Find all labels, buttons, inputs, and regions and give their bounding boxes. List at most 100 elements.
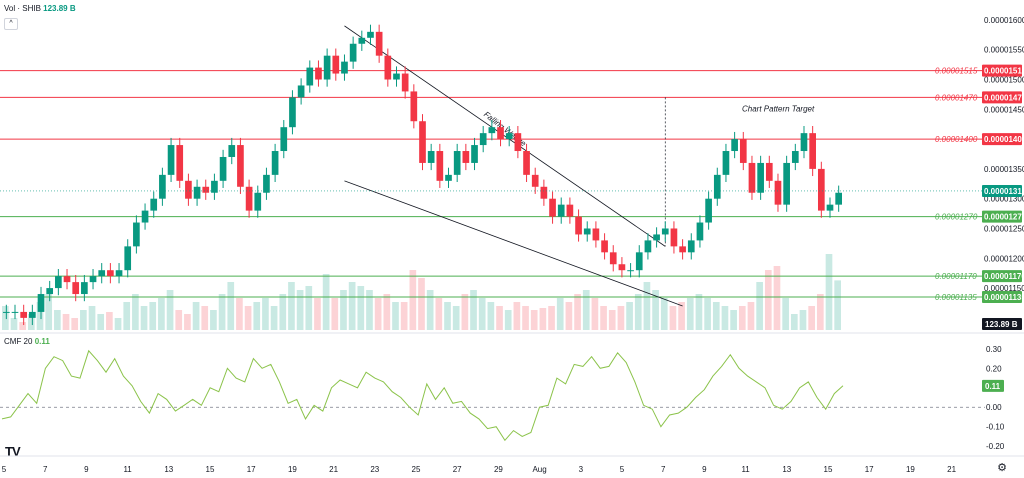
volume-bar xyxy=(790,314,798,330)
volume-bar xyxy=(296,290,304,330)
candle-body xyxy=(211,180,218,193)
volume-bar xyxy=(383,294,391,330)
settings-gear-icon[interactable]: ⚙ xyxy=(997,462,1007,474)
price-tick-label: 0.00001300 xyxy=(984,195,1024,204)
candle-body xyxy=(635,252,643,271)
volume-bar xyxy=(825,254,833,330)
candle-body xyxy=(505,133,513,140)
cmf-tick-label: -0.20 xyxy=(986,442,1005,451)
volume-bar xyxy=(314,298,321,330)
volume-bar xyxy=(539,308,547,330)
candle-body xyxy=(315,67,322,80)
candle-body xyxy=(401,73,409,92)
candle-body xyxy=(826,204,834,211)
candle-body xyxy=(419,121,426,163)
candle-body xyxy=(540,186,548,199)
volume-bar xyxy=(470,290,477,330)
volume-bar xyxy=(565,302,573,330)
candle-body xyxy=(150,198,158,211)
candle-body xyxy=(445,174,452,181)
time-tick-label: 23 xyxy=(370,465,379,474)
candle-body xyxy=(427,151,435,163)
volume-bar xyxy=(617,306,625,330)
candle-body xyxy=(133,222,140,247)
volume-bar xyxy=(444,302,451,330)
volume-bar xyxy=(374,298,382,330)
volume-bar xyxy=(80,310,87,330)
candle-body xyxy=(37,294,45,312)
level-label: 0.00001400 xyxy=(935,135,978,144)
volume-bar xyxy=(322,274,330,330)
volume-bar xyxy=(808,306,815,330)
volume-bar xyxy=(366,290,373,330)
candle-body xyxy=(349,43,357,62)
candle-body xyxy=(809,133,816,169)
candle-body xyxy=(55,276,62,289)
candle-body xyxy=(627,270,634,272)
candle-body xyxy=(306,67,314,86)
candle-body xyxy=(791,151,799,163)
candle-body xyxy=(609,252,617,265)
volume-bar xyxy=(435,298,443,330)
price-tick-label: 0.00001550 xyxy=(984,46,1024,55)
collapse-button[interactable]: ^ xyxy=(4,18,18,30)
time-tick-label: 19 xyxy=(288,465,297,474)
candle-body xyxy=(410,91,418,122)
candle-body xyxy=(531,174,539,187)
candle-body xyxy=(11,311,19,313)
price-tick-label: 0.00001150 xyxy=(984,284,1024,293)
volume-bar xyxy=(600,306,607,330)
volume-bar xyxy=(392,302,399,330)
level-badge xyxy=(982,210,1022,223)
time-tick-label: 17 xyxy=(247,465,256,474)
volume-bar xyxy=(747,302,755,330)
candle-body xyxy=(280,127,288,152)
candle-body xyxy=(29,311,36,318)
volume-badge-text: 123.89 B xyxy=(985,320,1018,329)
level-badge-text: 0.00001170 xyxy=(984,272,1024,281)
volume-bar xyxy=(782,298,789,330)
volume-bar xyxy=(357,286,365,330)
candle-body xyxy=(219,156,227,181)
volume-bar xyxy=(626,302,633,330)
volume-bar xyxy=(738,306,746,330)
volume-bar xyxy=(158,298,165,330)
candle-body xyxy=(696,222,704,241)
tradingview-logo[interactable]: TV xyxy=(5,444,21,459)
candle-body xyxy=(375,31,383,56)
candle-body xyxy=(713,174,721,199)
cmf-line xyxy=(1,349,844,442)
candle-body xyxy=(583,228,591,235)
target-label: Chart Pattern Target xyxy=(742,104,815,113)
level-label: 0.00001515 xyxy=(935,67,978,76)
candle-body xyxy=(367,31,374,38)
volume-bar xyxy=(218,294,226,330)
candle-body xyxy=(384,55,392,80)
cmf-badge-text: 0.11 xyxy=(985,382,1001,391)
candle-body xyxy=(271,151,279,175)
volume-bar xyxy=(452,306,460,330)
volume-bar xyxy=(45,294,53,330)
volume-bar xyxy=(288,282,295,330)
volume-bar xyxy=(591,298,599,330)
volume-bar xyxy=(652,290,659,330)
candle-body xyxy=(254,192,262,211)
level-badge-text: 0.00001400 xyxy=(984,135,1024,144)
candle-body xyxy=(115,270,123,277)
level-badge xyxy=(982,91,1022,104)
volume-bar xyxy=(704,298,711,330)
time-tick-label: Aug xyxy=(532,465,546,474)
volume-bar xyxy=(244,306,252,330)
candle-body xyxy=(185,180,192,199)
candle-body xyxy=(557,204,565,217)
volume-bar xyxy=(279,294,287,330)
volume-bar xyxy=(166,290,174,330)
volume-bar xyxy=(773,266,781,330)
volume-bar xyxy=(712,302,720,330)
volume-bar xyxy=(730,310,737,330)
level-badge xyxy=(982,133,1022,146)
level-badge-text: 0.00001515 xyxy=(984,67,1024,76)
candle-body xyxy=(453,151,461,175)
price-tick-label: 0.00001200 xyxy=(984,254,1024,263)
